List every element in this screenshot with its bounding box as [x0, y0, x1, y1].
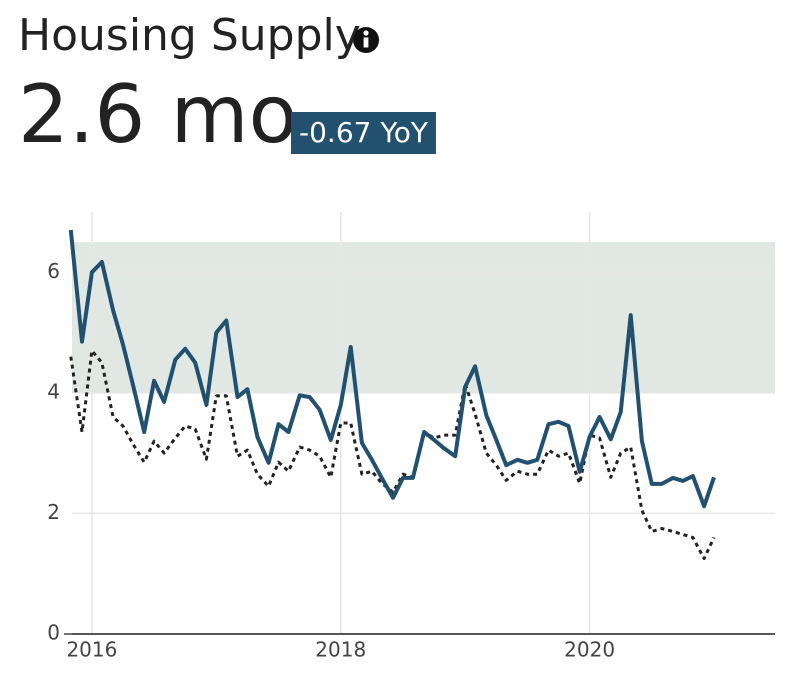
info-icon[interactable]: [353, 27, 379, 53]
badge-background: [291, 112, 436, 154]
y-tick-label: 4: [47, 379, 60, 403]
y-tick-label: 2: [47, 500, 60, 524]
x-tick-label: 2018: [315, 638, 366, 662]
chart-title: Housing Supply: [18, 10, 361, 61]
badge-text: -0.67 YoY: [299, 116, 429, 149]
series-line: [69, 349, 716, 561]
y-tick-label: 6: [47, 259, 60, 283]
x-tick-label: 2020: [564, 638, 615, 662]
x-tick-label: 2016: [66, 638, 117, 662]
series-line: [68, 229, 716, 509]
headline-value: 2.6 mo: [18, 68, 298, 161]
y-tick-label: 0: [47, 621, 60, 645]
reference-band: [72, 242, 775, 393]
